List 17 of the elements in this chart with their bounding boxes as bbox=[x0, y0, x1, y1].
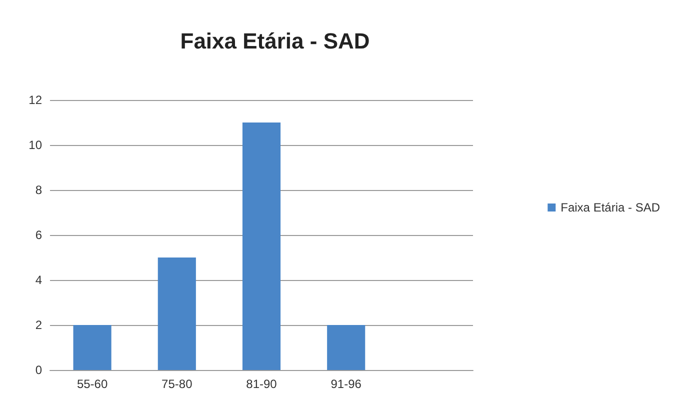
chart-title: Faixa Etária - SAD bbox=[180, 28, 370, 54]
y-tick-label: 10 bbox=[28, 138, 42, 152]
legend-label: Faixa Etária - SAD bbox=[560, 200, 660, 214]
x-tick-label: 75-80 bbox=[162, 377, 193, 391]
y-tick-label: 0 bbox=[35, 363, 42, 377]
x-tick-label: 81-90 bbox=[246, 377, 278, 391]
x-tick-label: 91-96 bbox=[330, 377, 362, 391]
y-tick-label: 4 bbox=[35, 273, 42, 287]
bar bbox=[73, 325, 112, 370]
x-tick-label: 55-60 bbox=[76, 377, 108, 391]
y-tick-label: 2 bbox=[35, 318, 42, 332]
y-tick-label: 8 bbox=[35, 183, 42, 197]
bar bbox=[158, 258, 196, 370]
bar bbox=[327, 325, 366, 370]
y-tick-label: 12 bbox=[28, 93, 42, 107]
y-tick-label: 6 bbox=[35, 228, 42, 242]
bar bbox=[242, 122, 281, 370]
